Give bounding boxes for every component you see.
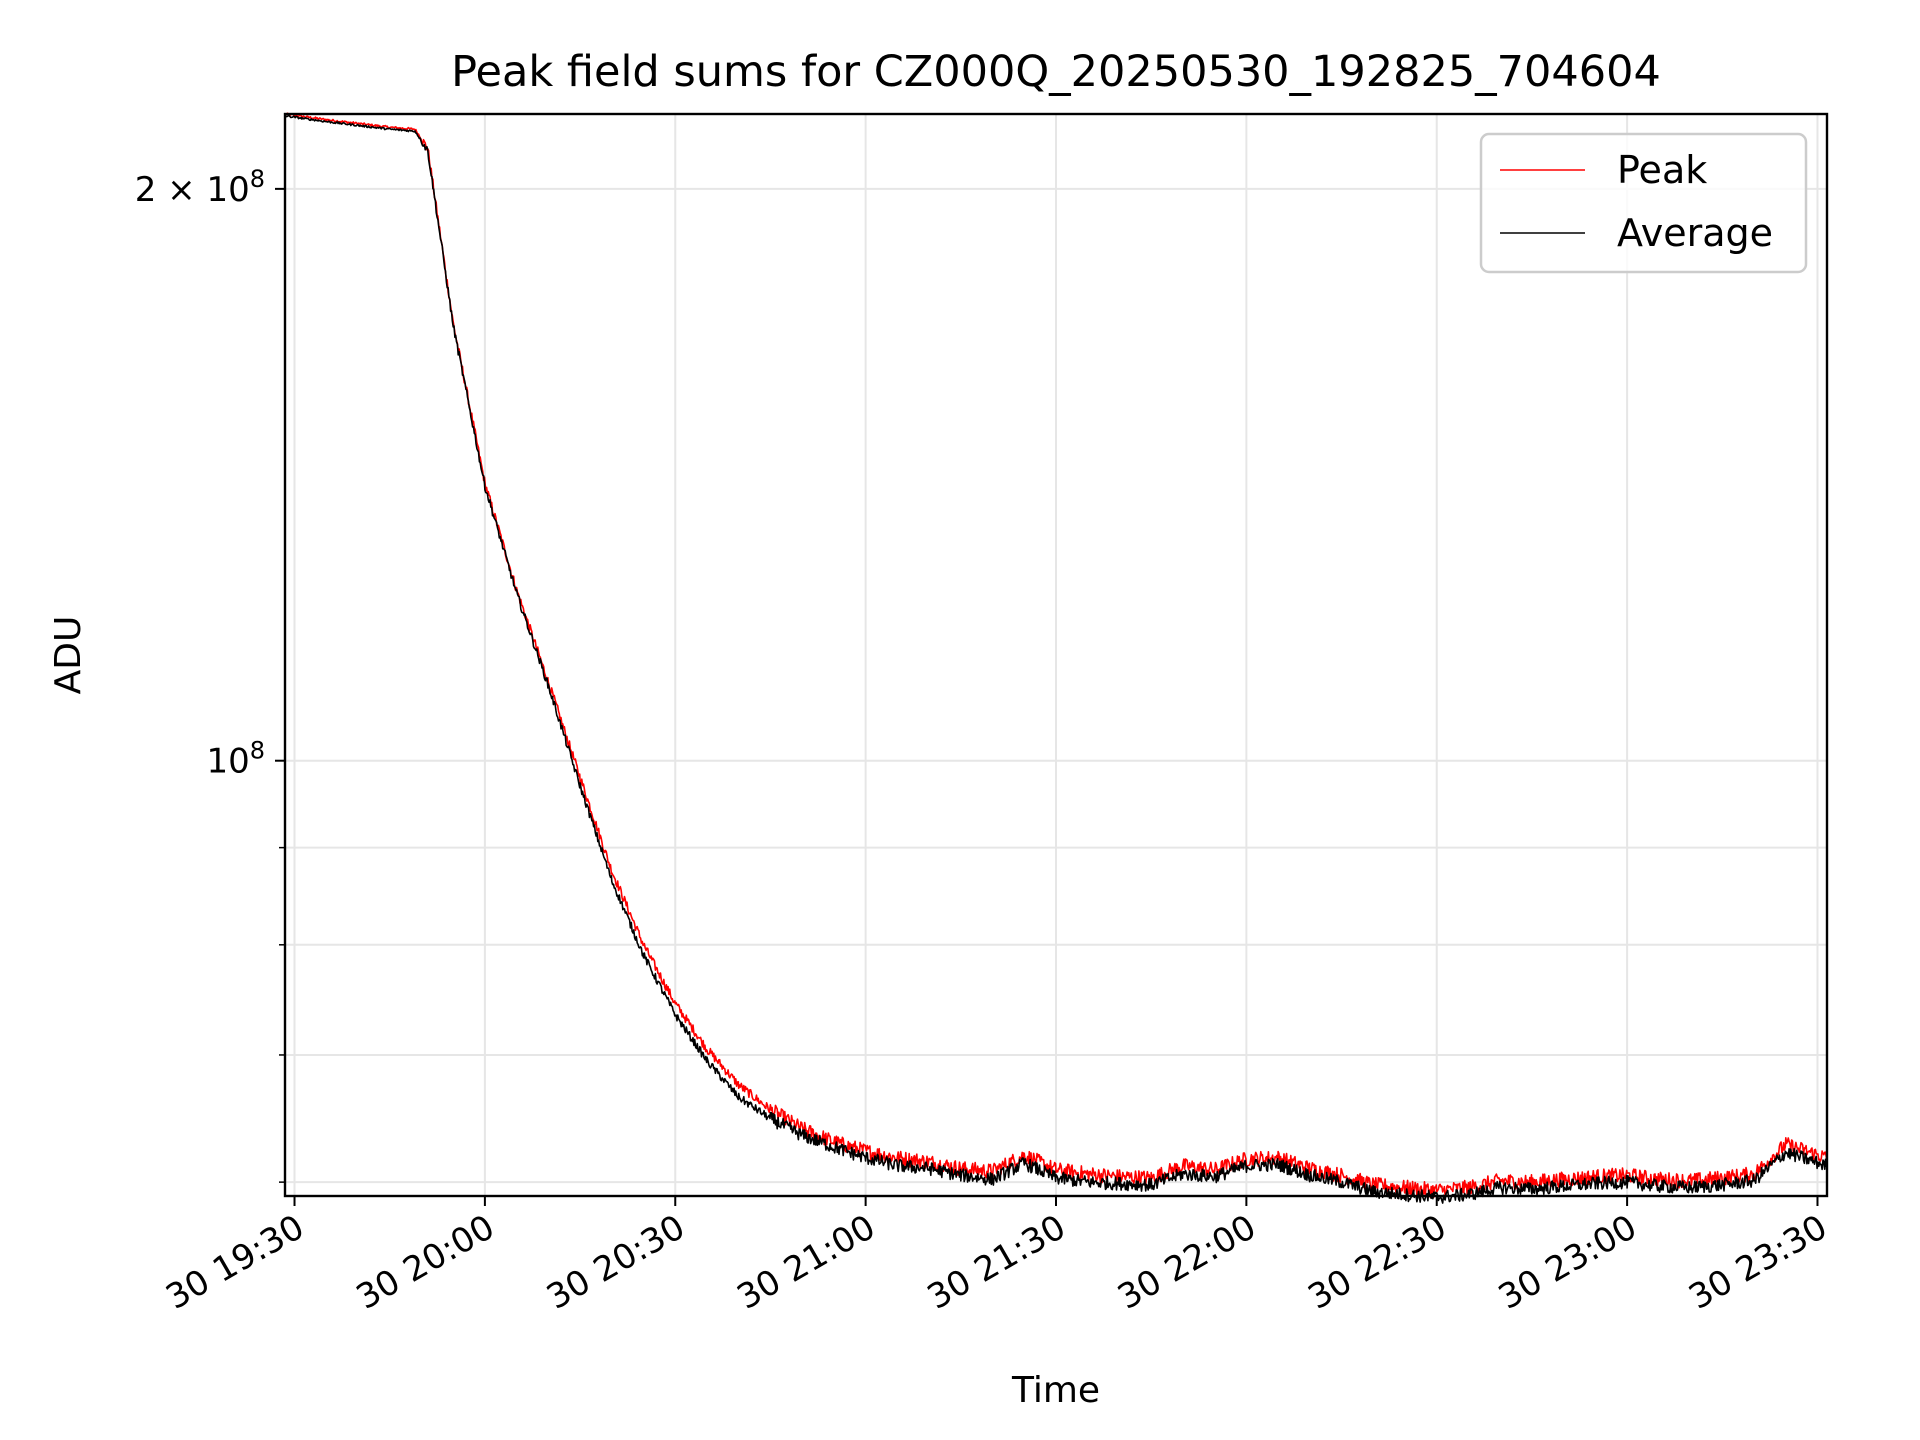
legend-label-peak: Peak: [1617, 148, 1707, 192]
series-peak: [284, 112, 1828, 1199]
y-tick-label: 2 × 108: [135, 165, 265, 210]
x-axis-label: Time: [1011, 1370, 1100, 1411]
series-line-average: [284, 114, 1828, 1204]
y-axis-label: ADU: [48, 616, 89, 695]
y-tick-label: 108: [206, 737, 265, 782]
legend-box: [1479, 132, 1808, 274]
series-average: [284, 114, 1828, 1204]
series-line-peak: [284, 112, 1828, 1199]
legend-label-average: Average: [1617, 211, 1773, 255]
legend: Peak Average: [1479, 132, 1808, 274]
series-layer: [284, 112, 1828, 1204]
chart-title: Peak field sums for CZ000Q_20250530_1928…: [451, 47, 1661, 97]
